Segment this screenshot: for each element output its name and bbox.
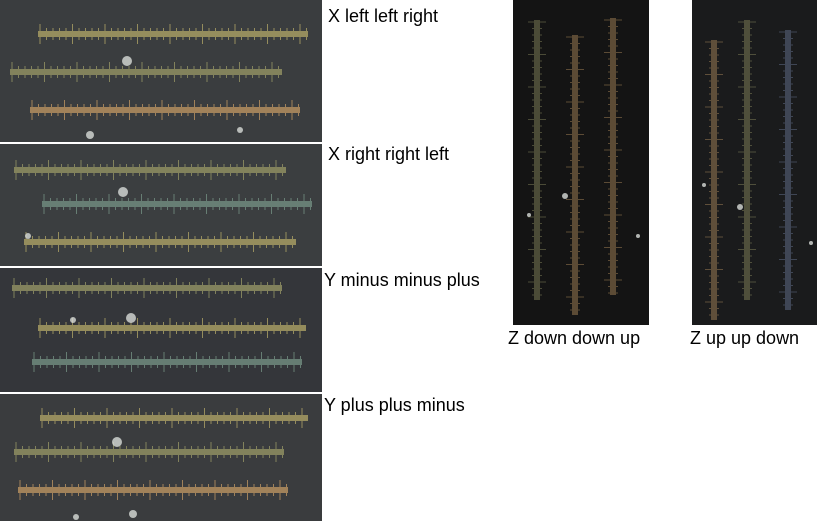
test-bar bbox=[30, 100, 300, 120]
dust-spot bbox=[562, 193, 568, 199]
dust-spot bbox=[737, 204, 743, 210]
test-bar bbox=[10, 62, 282, 82]
test-bar bbox=[42, 194, 312, 214]
y-minus-image bbox=[0, 268, 322, 392]
test-bar bbox=[705, 40, 723, 320]
caption-z-down: Z down down up bbox=[508, 328, 641, 348]
dust-spot bbox=[25, 233, 31, 239]
dust-spot bbox=[702, 183, 706, 187]
x-left-image bbox=[0, 0, 322, 142]
photo-z-up-up-down bbox=[692, 0, 817, 325]
test-bar bbox=[12, 278, 282, 298]
test-bar bbox=[779, 30, 797, 310]
caption-y-minus: Y minus minus plus bbox=[324, 270, 480, 290]
test-bar bbox=[38, 24, 308, 44]
photo-x-left-left-right bbox=[0, 0, 322, 142]
dust-spot bbox=[636, 234, 640, 238]
caption-x-left: X left left right bbox=[328, 6, 439, 26]
dust-spot bbox=[809, 241, 813, 245]
test-bar bbox=[528, 20, 546, 300]
test-bar bbox=[14, 442, 284, 462]
dust-spot bbox=[129, 510, 137, 518]
test-bar bbox=[738, 20, 756, 300]
dust-spot bbox=[73, 514, 79, 520]
photo-y-minus-minus-plus bbox=[0, 268, 322, 392]
photo-x-right-right-left bbox=[0, 144, 322, 266]
z-down-image bbox=[513, 0, 649, 325]
test-bar bbox=[40, 408, 308, 428]
caption-x-right: X right right left bbox=[328, 144, 450, 164]
dust-spot bbox=[237, 127, 243, 133]
dust-spot bbox=[86, 131, 94, 139]
test-bar bbox=[38, 318, 306, 338]
dust-spot bbox=[126, 313, 136, 323]
test-bar bbox=[32, 352, 302, 372]
test-bar bbox=[604, 18, 622, 295]
test-bar bbox=[24, 232, 296, 252]
dust-spot bbox=[112, 437, 122, 447]
caption-y-plus: Y plus plus minus bbox=[324, 395, 465, 415]
photo-z-down-down-up bbox=[513, 0, 649, 325]
photo-y-plus-plus-minus bbox=[0, 394, 322, 521]
dust-spot bbox=[527, 213, 531, 217]
test-bar bbox=[14, 160, 286, 180]
test-bar bbox=[18, 480, 288, 500]
caption-z-up: Z up up down bbox=[690, 328, 800, 348]
x-right-image bbox=[0, 144, 322, 266]
z-up-image bbox=[692, 0, 817, 325]
test-bar bbox=[566, 35, 584, 315]
dust-spot bbox=[122, 56, 132, 66]
y-plus-image bbox=[0, 394, 322, 521]
dust-spot bbox=[118, 187, 128, 197]
dust-spot bbox=[70, 317, 76, 323]
